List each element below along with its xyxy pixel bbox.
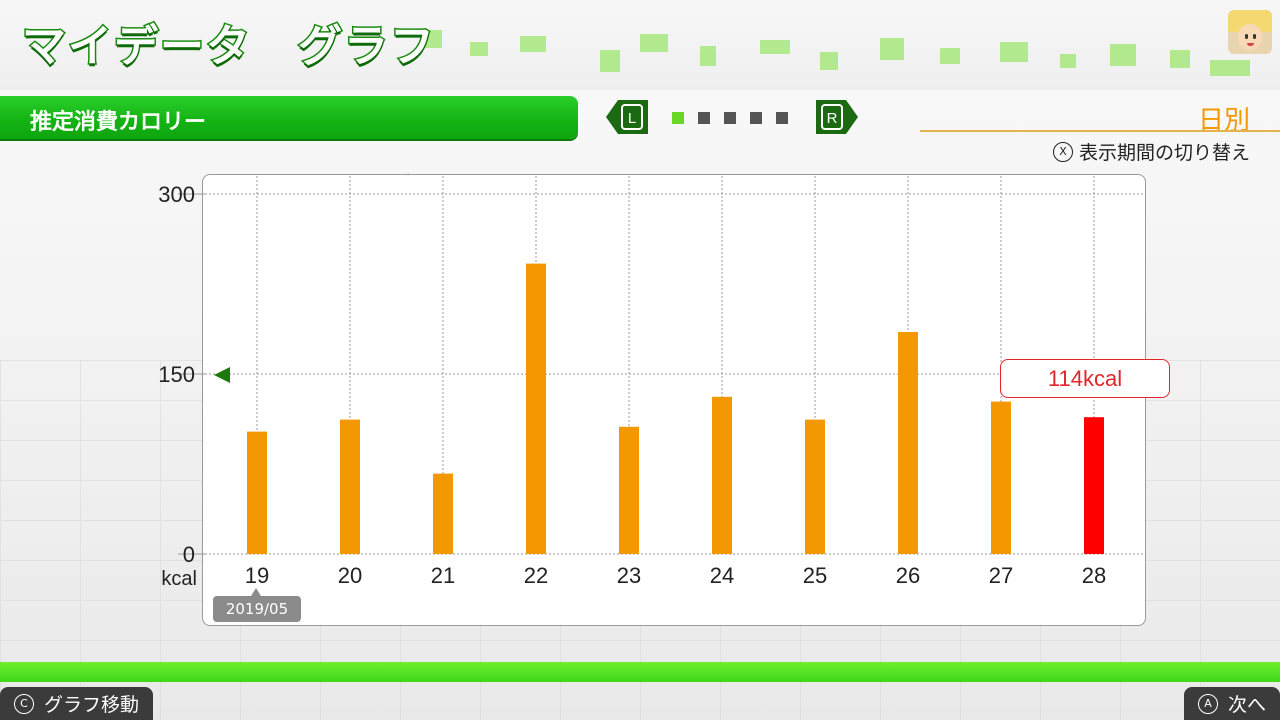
c-button-icon: C [14,693,34,714]
period-switch-hint[interactable]: X 表示期間の切り替え [1052,138,1250,165]
bar [340,419,360,554]
x-button-icon: X [1052,141,1073,162]
page-indicator [672,112,788,124]
y-tick-label: 0 [183,542,195,567]
x-tick-label: 23 [617,563,641,588]
x-tick-label: 21 [431,563,455,588]
period-underline [920,130,1280,132]
move-graph-button[interactable]: C グラフ移動 [0,687,154,720]
r-button-icon: R [816,100,858,134]
page-dot [750,112,762,124]
chart-bars [247,263,1104,554]
page-dot [698,112,710,124]
bar [991,401,1011,554]
a-button-icon: A [1197,693,1218,714]
page-dot [724,112,736,124]
page-title: マイデータ グラフ [21,20,436,74]
x-tick-label: 19 [245,563,269,588]
x-tick-label: 20 [338,563,362,588]
x-tick-label: 28 [1082,563,1106,588]
l-button[interactable]: L [606,100,648,134]
bar [712,396,732,554]
x-tick-label: 27 [989,563,1013,588]
x-tick-label: 24 [710,563,734,588]
footer-band [0,662,1280,682]
move-graph-label: グラフ移動 [44,694,140,716]
page-dot [776,112,788,124]
y-axis-unit: kcal [161,568,197,590]
svg-text:L: L [628,110,636,127]
value-callout: 114kcal [1000,359,1170,398]
period-switch-label: 表示期間の切り替え [1078,142,1250,164]
bar [805,419,825,554]
y-tick-label: 150 [158,362,195,387]
bar [526,263,546,554]
r-button[interactable]: R [816,100,858,134]
bar [619,426,639,554]
average-marker-icon [214,367,230,387]
bar [898,332,918,554]
page-dot-active [672,112,684,124]
month-tag: 2019/05 [213,588,301,622]
x-tick-label: 22 [524,563,548,588]
section-banner: 推定消費カロリー [0,96,578,139]
y-tick-label: 300 [158,182,195,207]
avatar [1228,10,1272,54]
x-tick-label: 26 [896,563,920,588]
x-tick-label: 25 [803,563,827,588]
svg-text:R: R [827,110,838,127]
next-button[interactable]: A 次へ [1183,687,1280,720]
bar-selected [1084,417,1104,554]
chart-ticks: 0 150 300 kcal 19 20 21 22 23 24 25 26 27 28 [158,182,1106,590]
bar [433,473,453,554]
next-label: 次へ [1227,694,1266,716]
section-title: 推定消費カロリー [30,110,207,135]
l-button-icon: L [606,100,648,134]
bar [247,431,267,554]
